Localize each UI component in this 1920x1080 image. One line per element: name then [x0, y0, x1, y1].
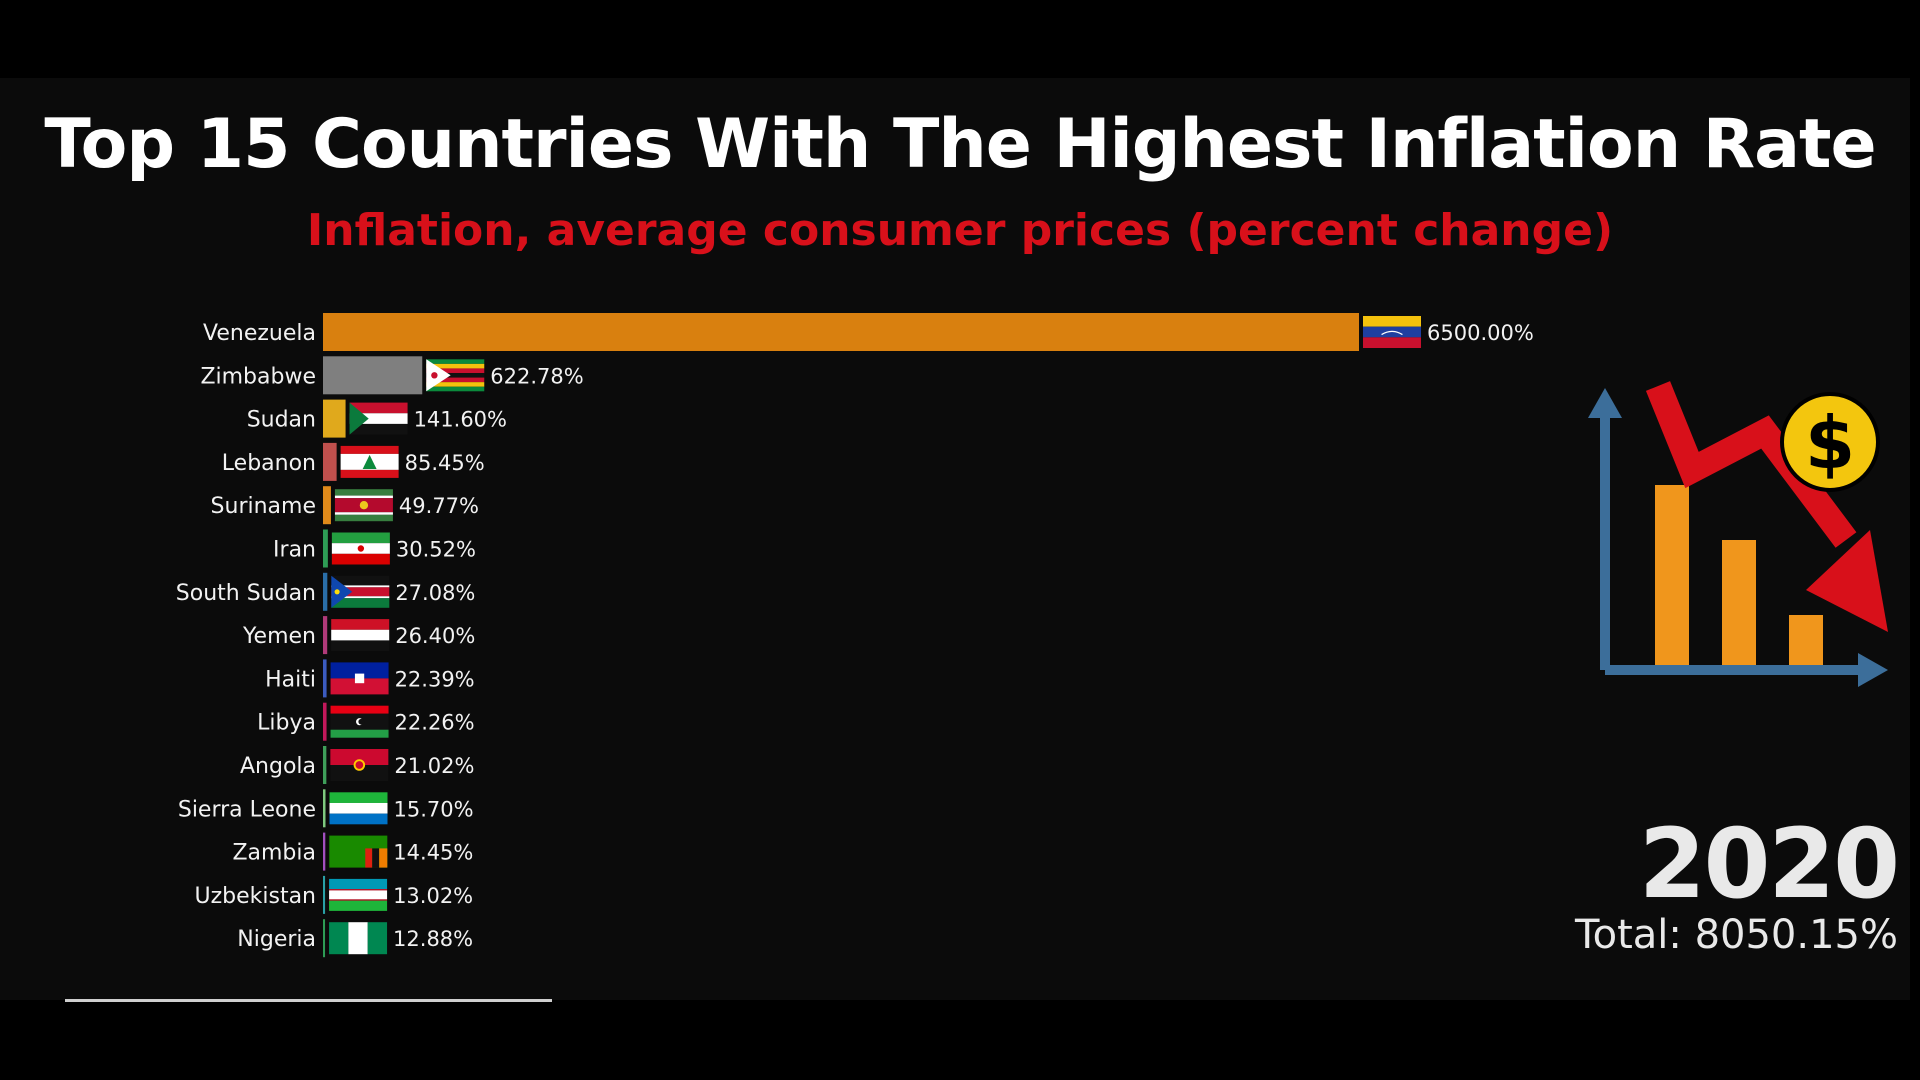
bar	[323, 356, 423, 395]
iran-flag-icon	[331, 532, 390, 565]
category-label: Zimbabwe	[200, 364, 316, 389]
bar	[323, 486, 331, 525]
value-label: 13.02%	[393, 884, 473, 908]
value-label: 30.52%	[396, 538, 476, 562]
bar	[323, 659, 327, 698]
sierra-leone-flag-icon	[329, 792, 388, 825]
libya-flag-icon	[330, 705, 389, 738]
bar	[323, 919, 326, 958]
category-label: Yemen	[242, 624, 316, 649]
bar	[323, 875, 326, 914]
progress-line	[65, 999, 552, 1002]
category-label: South Sudan	[176, 581, 316, 606]
value-label: 49.77%	[399, 494, 479, 518]
value-label: 22.39%	[395, 667, 475, 691]
suriname-flag-icon	[334, 489, 393, 522]
bar	[323, 616, 328, 655]
bar	[323, 313, 1359, 351]
haiti-flag-icon	[330, 662, 389, 695]
category-label: Sierra Leone	[178, 797, 316, 822]
bar	[323, 789, 326, 828]
south-sudan-flag-icon	[331, 575, 390, 608]
category-label: Uzbekistan	[194, 884, 316, 909]
zimbabwe-flag-icon	[426, 359, 485, 392]
value-label: 622.78%	[490, 364, 583, 388]
angola-flag-icon	[330, 749, 389, 781]
falling-chart-dollar-icon: $	[1588, 381, 1888, 687]
bar	[323, 832, 326, 871]
value-label: 14.45%	[393, 841, 473, 865]
value-label: 12.88%	[393, 927, 473, 951]
chart-panel	[0, 78, 1910, 1000]
sudan-flag-icon	[349, 402, 408, 435]
yemen-flag-icon	[331, 619, 390, 652]
category-label: Nigeria	[237, 927, 316, 952]
category-label: Iran	[273, 538, 316, 563]
category-label: Sudan	[247, 408, 316, 433]
value-label: 22.26%	[395, 711, 475, 735]
zambia-flag-icon	[329, 835, 388, 868]
chart-subtitle: Inflation, average consumer prices (perc…	[306, 205, 1614, 256]
bar	[323, 702, 327, 741]
category-label: Suriname	[211, 494, 316, 519]
value-label: 27.08%	[395, 581, 475, 605]
value-label: 26.40%	[395, 624, 475, 648]
nigeria-flag-icon	[329, 922, 388, 955]
venezuela-flag-icon	[1363, 316, 1421, 348]
bar	[323, 442, 337, 481]
svg-text:$: $	[1805, 401, 1855, 485]
category-label: Venezuela	[203, 321, 316, 346]
bar	[323, 746, 327, 784]
bar	[323, 572, 328, 611]
category-label: Lebanon	[222, 451, 316, 476]
year-label: 2020	[1638, 808, 1900, 920]
total-label: Total: 8050.15%	[1574, 912, 1898, 958]
category-label: Haiti	[265, 667, 316, 692]
category-label: Libya	[257, 711, 316, 736]
chart-title: Top 15 Countries With The Highest Inflat…	[44, 105, 1876, 184]
value-label: 21.02%	[394, 754, 474, 778]
category-label: Zambia	[232, 841, 316, 866]
category-label: Angola	[240, 754, 316, 779]
value-label: 141.60%	[414, 408, 507, 432]
value-label: 6500.00%	[1427, 321, 1534, 345]
uzbekistan-flag-icon	[329, 878, 388, 911]
value-label: 85.45%	[405, 451, 485, 475]
lebanon-flag-icon	[340, 445, 399, 478]
value-label: 15.70%	[394, 797, 474, 821]
bar	[323, 399, 346, 438]
bar	[323, 529, 328, 568]
